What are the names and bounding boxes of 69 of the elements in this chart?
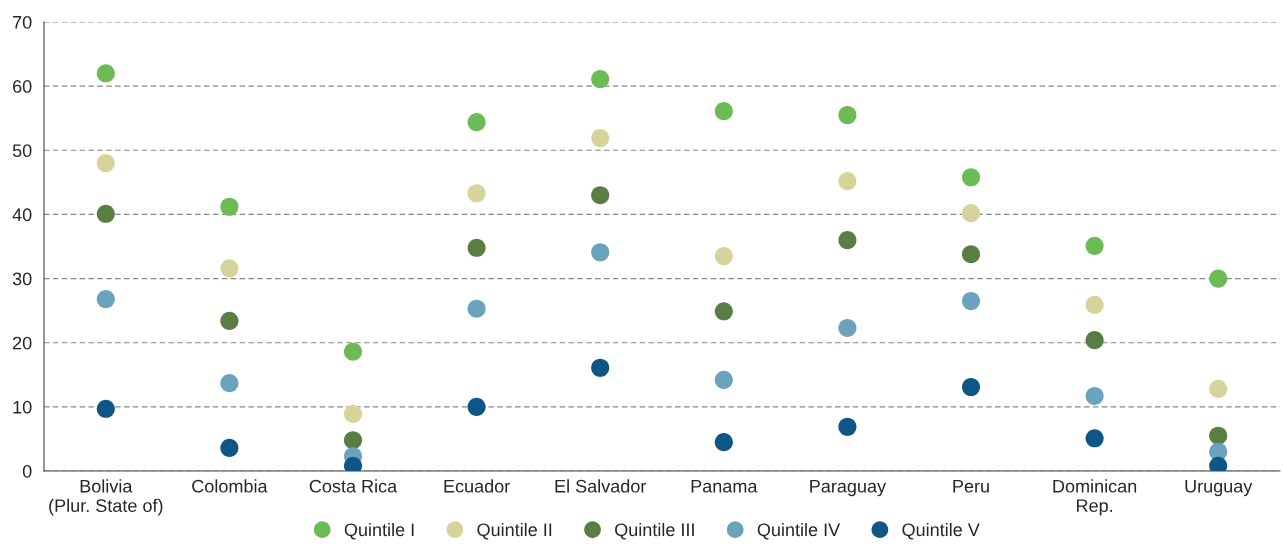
point	[1209, 269, 1228, 288]
point	[1209, 426, 1228, 445]
point	[343, 342, 363, 361]
y-tick-label: 40	[12, 208, 32, 222]
point	[220, 311, 239, 330]
point	[96, 290, 115, 309]
point	[220, 197, 239, 216]
point	[838, 417, 857, 436]
point	[1085, 429, 1104, 448]
legend-label: Quintile I	[344, 522, 414, 540]
x-tick-label: Uruguay	[1185, 480, 1253, 497]
point	[591, 243, 610, 262]
point	[714, 247, 733, 266]
y-tick-label: 50	[12, 144, 32, 158]
x-tick-label: Peru	[953, 480, 989, 493]
point	[467, 113, 486, 132]
legend-label: Quintile II	[477, 522, 552, 540]
point	[714, 370, 733, 389]
point	[591, 129, 610, 148]
y-tick-label: 70	[13, 15, 32, 29]
point	[96, 64, 115, 83]
point	[838, 172, 857, 191]
point	[96, 204, 115, 223]
legend-label: Quintile IV	[757, 522, 841, 540]
point	[467, 238, 486, 257]
y-tick-label: 10	[13, 400, 32, 414]
legend-label: Quintile III	[615, 522, 694, 540]
point	[838, 105, 857, 125]
point	[343, 404, 363, 423]
point	[714, 433, 733, 452]
point	[96, 399, 115, 418]
point	[961, 204, 981, 223]
legend-label: Quintile V	[902, 522, 980, 540]
x-tick-label: Bolivia (Plur. State of)	[49, 479, 163, 516]
y-tick-label: 60	[13, 80, 32, 93]
point	[220, 438, 239, 457]
point	[1085, 295, 1104, 314]
y-tick-label: 30	[12, 272, 32, 286]
point	[591, 70, 610, 89]
point	[961, 168, 981, 187]
point	[467, 184, 486, 203]
point	[467, 397, 486, 416]
point	[714, 302, 733, 321]
x-tick-label: El Salvador	[555, 479, 647, 493]
point	[220, 259, 239, 278]
x-tick-label: Panama	[691, 480, 758, 493]
point	[714, 102, 733, 121]
x-tick-label: Ecuador	[444, 479, 510, 493]
point	[961, 245, 981, 264]
point	[467, 299, 486, 318]
y-tick-label: 20	[13, 336, 32, 350]
point	[96, 154, 115, 173]
point	[1209, 379, 1228, 398]
point	[961, 291, 981, 311]
point	[343, 431, 363, 450]
point	[220, 374, 239, 393]
point	[1085, 331, 1104, 350]
point	[591, 186, 610, 205]
point	[838, 318, 857, 338]
point	[1085, 236, 1104, 255]
point	[1085, 386, 1104, 406]
point	[838, 231, 857, 250]
x-tick-label: Paraguay	[810, 480, 887, 497]
y-tick-label: 0	[22, 464, 32, 478]
point	[961, 377, 981, 397]
x-tick-label: Colombia	[192, 479, 268, 493]
x-tick-label: Dominican Rep.	[1053, 479, 1137, 516]
point	[591, 358, 610, 377]
x-tick-label: Costa Rica	[309, 479, 398, 493]
